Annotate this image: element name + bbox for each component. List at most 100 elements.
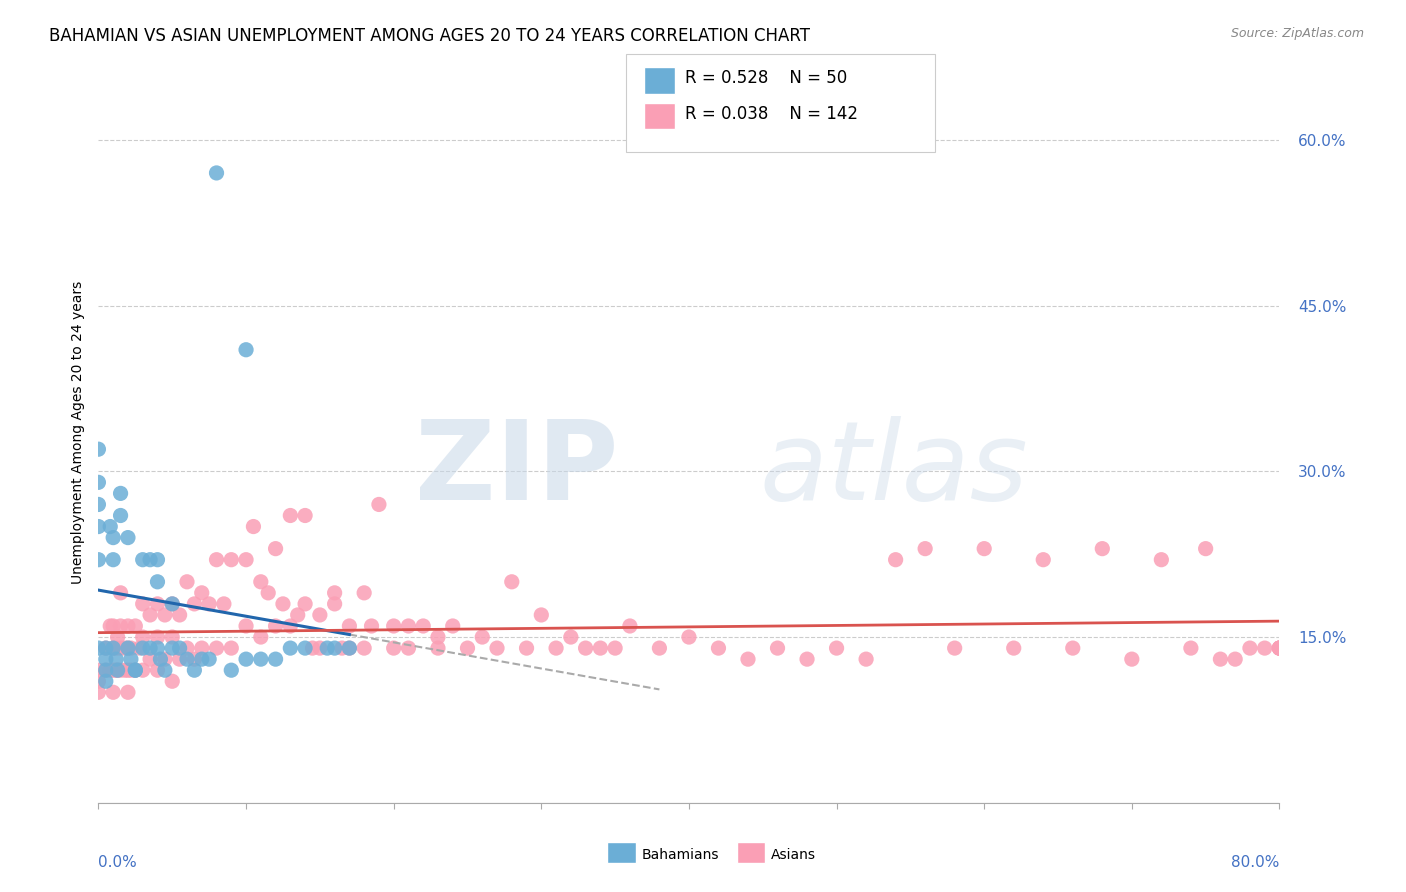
Point [560,630,582,644]
Point [250,652,273,666]
Point [1225,652,1247,666]
Text: R = 0.528    N = 50: R = 0.528 N = 50 [685,70,846,87]
Point [191,641,214,656]
Point [117,641,139,656]
Point [1254,641,1277,656]
Point [103,685,125,699]
Point [382,619,405,633]
Point [94,674,117,689]
Point [87,475,110,490]
Point [153,663,176,677]
Point [162,674,183,689]
Point [169,652,191,666]
Point [1268,641,1291,656]
Point [250,630,273,644]
Point [183,652,205,666]
Point [280,508,302,523]
Point [117,641,139,656]
Point [250,574,273,589]
Point [589,641,612,656]
Point [427,641,450,656]
Text: Bahamians: Bahamians [641,847,718,862]
Point [368,498,391,512]
Point [280,641,302,656]
Point [139,641,162,656]
Point [183,597,205,611]
Point [619,619,641,633]
Point [110,619,132,633]
Text: atlas: atlas [759,417,1028,523]
Point [153,607,176,622]
Point [427,630,450,644]
Point [124,619,146,633]
Point [1062,641,1084,656]
Point [183,663,205,677]
Point [132,597,155,611]
Point [271,597,294,611]
Point [855,652,877,666]
Point [309,607,332,622]
Point [107,630,129,644]
Point [678,630,700,644]
Point [117,685,139,699]
Point [132,630,155,644]
Point [205,166,228,180]
Point [98,619,121,633]
Point [353,586,375,600]
Point [139,607,162,622]
Point [1268,641,1291,656]
Point [87,685,110,699]
Point [264,541,287,556]
Text: 0.0%: 0.0% [98,855,138,870]
Point [124,663,146,677]
Point [105,663,128,677]
Point [339,641,361,656]
Point [825,641,848,656]
Point [105,641,128,656]
Point [287,607,309,622]
Point [264,619,287,633]
Point [110,508,132,523]
Text: Asians: Asians [770,847,815,862]
Point [884,552,907,566]
Point [221,641,243,656]
Point [132,641,155,656]
Point [94,663,117,677]
Point [648,641,671,656]
Point [766,641,789,656]
Point [264,652,287,666]
Point [330,641,353,656]
Point [132,663,155,677]
Point [546,641,568,656]
Point [94,663,117,677]
Point [87,674,110,689]
Point [146,597,169,611]
Point [605,641,627,656]
Point [176,641,198,656]
Point [235,619,257,633]
Point [339,619,361,633]
Point [360,619,382,633]
Point [105,652,128,666]
Point [242,519,264,533]
Point [162,641,183,656]
Point [176,652,198,666]
Point [198,652,221,666]
Point [176,574,198,589]
Point [114,663,136,677]
Point [191,652,214,666]
Point [98,663,121,677]
Point [107,663,129,677]
Point [1268,641,1291,656]
Point [124,663,146,677]
Point [398,619,420,633]
Point [501,574,523,589]
Point [1268,641,1291,656]
Point [382,641,405,656]
Point [87,519,110,533]
Point [235,552,257,566]
Point [110,663,132,677]
Point [162,597,183,611]
Point [103,641,125,656]
Point [205,641,228,656]
